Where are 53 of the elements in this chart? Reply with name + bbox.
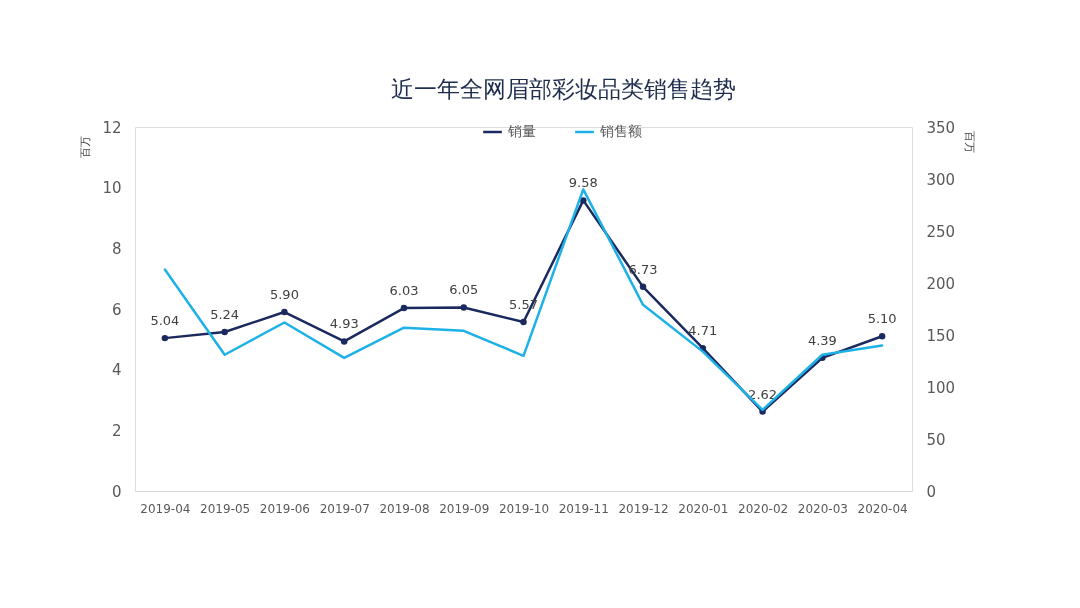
data-label: 5.04 <box>150 313 180 329</box>
x-tick-label: 2020-04 <box>857 501 908 516</box>
point <box>161 334 169 342</box>
data-label: 4.39 <box>807 332 837 348</box>
x-tick-label: 2019-11 <box>558 501 609 516</box>
point <box>878 333 886 340</box>
data-label: 5.24 <box>210 307 240 323</box>
data-label: 9.58 <box>568 175 598 191</box>
x-tick-label: 2019-09 <box>439 501 490 516</box>
point <box>520 318 527 326</box>
data-label: 6.03 <box>389 283 419 299</box>
y2-tick-label: 200 <box>926 274 956 293</box>
x-tick-label: 2020-02 <box>738 501 789 516</box>
point <box>221 328 228 336</box>
y2-tick-label: 350 <box>926 118 956 137</box>
y2-tick-label: 0 <box>926 482 937 501</box>
point <box>580 197 587 204</box>
data-label: 4.71 <box>688 323 718 339</box>
x-tick-label: 2020-01 <box>678 501 729 516</box>
point <box>340 338 348 345</box>
legend-label: 销售额 <box>598 123 642 139</box>
y-axis-title: 百万 <box>78 135 92 158</box>
y-tick-label: 2 <box>111 421 122 440</box>
y-tick-label: 6 <box>111 300 122 319</box>
x-tick-label: 2019-07 <box>319 501 370 516</box>
point <box>639 283 647 291</box>
y-tick-label: 4 <box>111 361 122 380</box>
chart-title: 近一年全网眉部彩妆品类销售趋势 <box>391 76 736 102</box>
y2-tick-label: 100 <box>926 378 956 397</box>
x-tick-label: 2019-10 <box>498 501 550 516</box>
x-tick-label: 2020-03 <box>797 501 848 516</box>
x-tick-label: 2019-06 <box>259 501 310 516</box>
data-label: 4.93 <box>329 316 359 332</box>
y-tick-label: 10 <box>102 179 122 198</box>
y-tick-label: 12 <box>102 118 122 137</box>
y-tick-label: 0 <box>111 482 122 501</box>
data-label: 6.05 <box>449 282 479 298</box>
point <box>281 308 288 316</box>
x-tick-label: 2019-04 <box>140 501 191 516</box>
y-tick-label: 8 <box>111 239 122 258</box>
y2-axis-title: 百万 <box>962 130 976 153</box>
data-label: 5.10 <box>867 311 897 327</box>
x-tick-label: 2019-12 <box>618 501 669 516</box>
legend-label: 销量 <box>506 123 536 139</box>
y2-tick-label: 250 <box>926 222 956 241</box>
data-label: 5.90 <box>269 287 299 303</box>
y2-tick-label: 150 <box>926 326 956 345</box>
x-tick-label: 2019-08 <box>379 501 430 516</box>
x-tick-label: 2019-05 <box>200 501 251 516</box>
point <box>460 304 467 311</box>
point <box>400 304 408 312</box>
y2-tick-label: 300 <box>926 170 956 189</box>
y2-tick-label: 50 <box>926 430 946 449</box>
